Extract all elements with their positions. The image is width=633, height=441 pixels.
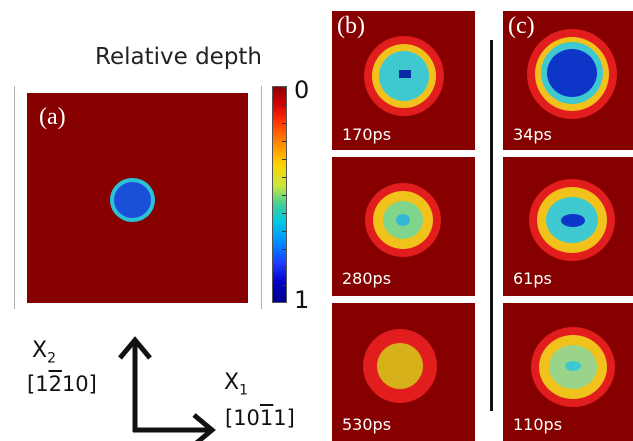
colorbar-tick bbox=[282, 231, 286, 232]
colorbar-tick bbox=[282, 87, 286, 88]
panel-a-depth-map: (a) bbox=[27, 93, 248, 303]
time-label-280ps: 280ps bbox=[342, 269, 392, 288]
colorbar-tick bbox=[282, 141, 286, 142]
panel-b-tile-3: 530ps bbox=[332, 303, 475, 441]
panel-a-pit-core bbox=[114, 182, 151, 218]
x1-direction-label: [1011] bbox=[225, 406, 295, 430]
panel-b-tile-1: (b) 170ps bbox=[332, 11, 475, 150]
colorbar-tick bbox=[282, 249, 286, 250]
colorbar-min-label: 0 bbox=[294, 76, 310, 104]
orientation-axes bbox=[118, 336, 216, 441]
colorbar-tick bbox=[282, 177, 286, 178]
pit-core bbox=[565, 361, 581, 371]
pit-core bbox=[396, 214, 410, 226]
colorbar-tick bbox=[282, 105, 286, 106]
panel-c-tile-2: 61ps bbox=[503, 157, 633, 296]
panel-a-letter: (a) bbox=[39, 104, 66, 130]
colorbar-tick bbox=[282, 285, 286, 286]
pit-core bbox=[547, 49, 597, 97]
time-label-34ps: 34ps bbox=[513, 125, 552, 144]
panel-a-pit bbox=[110, 178, 155, 222]
pit-core bbox=[399, 70, 411, 78]
panel-b-letter: (b) bbox=[337, 13, 365, 39]
x1-axis-label: X1 bbox=[224, 370, 248, 399]
panel-a-right-bracket bbox=[261, 86, 262, 309]
colorbar-tick bbox=[282, 267, 286, 268]
colorbar-tick bbox=[282, 123, 286, 124]
panel-c-tile-3: 110ps bbox=[503, 303, 633, 441]
separator-line bbox=[490, 40, 493, 411]
x2-axis-arrowhead bbox=[118, 336, 152, 360]
panel-a-left-bracket bbox=[14, 86, 15, 309]
panel-b-tile-2: 280ps bbox=[332, 157, 475, 296]
colorbar-tick bbox=[282, 195, 286, 196]
colorbar-max-label: 1 bbox=[294, 286, 310, 314]
x2-direction-label: [1210] bbox=[27, 372, 97, 396]
time-label-61ps: 61ps bbox=[513, 269, 552, 288]
x1-axis-arrowhead bbox=[192, 413, 216, 441]
panel-c-tile-1: (c) 34ps bbox=[503, 11, 633, 150]
time-label-170ps: 170ps bbox=[342, 125, 392, 144]
pit-core bbox=[377, 343, 423, 389]
time-label-530ps: 530ps bbox=[342, 415, 392, 434]
colorbar-title: Relative depth bbox=[95, 44, 263, 70]
time-label-110ps: 110ps bbox=[513, 415, 563, 434]
x2-axis-label: X2 bbox=[32, 338, 56, 367]
colorbar-tick bbox=[282, 159, 286, 160]
pit-core bbox=[561, 214, 585, 227]
colorbar bbox=[272, 86, 287, 303]
panel-c-letter: (c) bbox=[508, 13, 535, 39]
colorbar-tick bbox=[282, 213, 286, 214]
